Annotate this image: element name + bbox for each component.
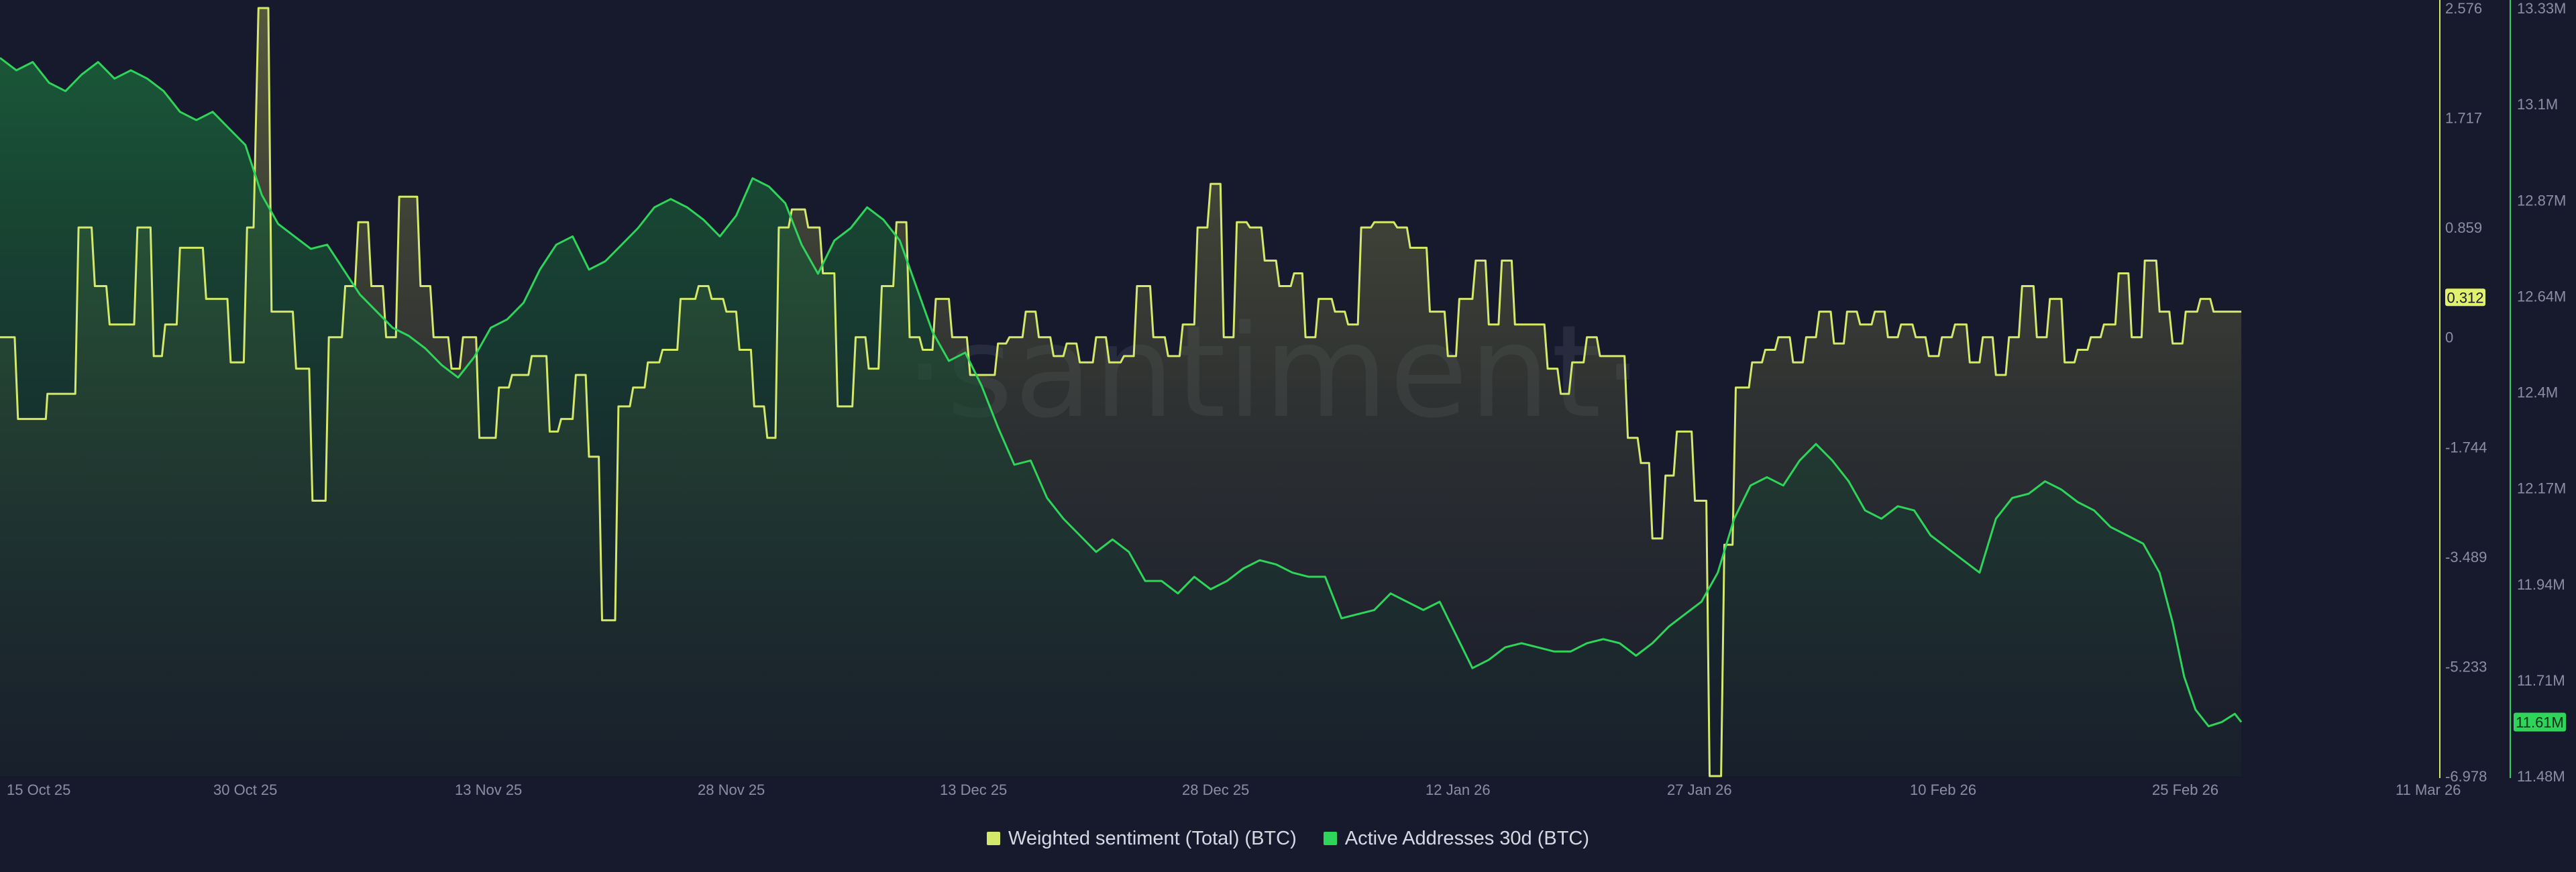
left-y-tick-label: -5.233 — [2445, 658, 2487, 675]
x-tick-label: 15 Oct 25 — [7, 781, 70, 798]
left-y-tick-label: -3.489 — [2445, 549, 2487, 565]
x-tick-label: 12 Jan 26 — [1426, 781, 1491, 798]
right-y-tick-label: 13.33M — [2517, 0, 2566, 17]
legend-label-sentiment: Weighted sentiment (Total) (BTC) — [1008, 827, 1297, 849]
series-line-active-addresses — [0, 57, 2243, 728]
legend-swatch-active-addresses — [1323, 832, 1337, 845]
series-line-sentiment — [0, 7, 2242, 777]
x-tick-label: 28 Dec 25 — [1182, 781, 1249, 798]
left-y-tick-label: 1.717 — [2445, 110, 2482, 127]
right-y-tick-label: 12.87M — [2517, 192, 2566, 209]
left-y-tick-label: 0.859 — [2445, 219, 2482, 236]
x-tick-label: 13 Dec 25 — [940, 781, 1007, 798]
x-tick-label: 25 Feb 26 — [2152, 781, 2218, 798]
legend-item-active-addresses[interactable]: Active Addresses 30d (BTC) — [1323, 827, 1590, 850]
left-y-tick-label: 2.576 — [2445, 0, 2482, 17]
legend-swatch-sentiment — [986, 832, 1000, 845]
right-y-tick-label: 12.64M — [2517, 288, 2566, 305]
legend: Weighted sentiment (Total) (BTC) Active … — [0, 824, 2576, 853]
x-tick-label: 28 Nov 25 — [698, 781, 765, 798]
right-y-tick-label: 12.17M — [2517, 480, 2566, 497]
legend-item-sentiment[interactable]: Weighted sentiment (Total) (BTC) — [986, 827, 1297, 850]
left-y-tick-label: -6.978 — [2445, 768, 2487, 785]
x-tick-label: 11 Mar 26 — [2396, 781, 2461, 798]
active-addresses-current-value: 11.61M — [2516, 714, 2564, 731]
sentiment-current-badge — [2445, 288, 2485, 307]
sentiment-current-value: 0.312 — [2447, 289, 2483, 306]
left-y-tick-label: -1.744 — [2445, 439, 2487, 455]
active-addresses-current-badge — [2514, 712, 2566, 732]
x-tick-label: 10 Feb 26 — [1910, 781, 1976, 798]
right-y-tick-label: 11.71M — [2517, 672, 2565, 689]
x-tick-label: 27 Jan 26 — [1667, 781, 1732, 798]
right-y-tick-label: 11.94M — [2517, 576, 2565, 593]
x-tick-label: 30 Oct 25 — [213, 781, 277, 798]
x-tick-label: 13 Nov 25 — [455, 781, 522, 798]
right-y-tick-label: 13.1M — [2517, 96, 2558, 113]
right-y-tick-label: 11.48M — [2517, 768, 2565, 785]
right-y-tick-label: 12.4M — [2517, 384, 2558, 401]
series-area-active-addresses — [0, 58, 2242, 776]
legend-label-active-addresses: Active Addresses 30d (BTC) — [1344, 827, 1590, 849]
left-y-tick-label: 0 — [2445, 329, 2453, 346]
